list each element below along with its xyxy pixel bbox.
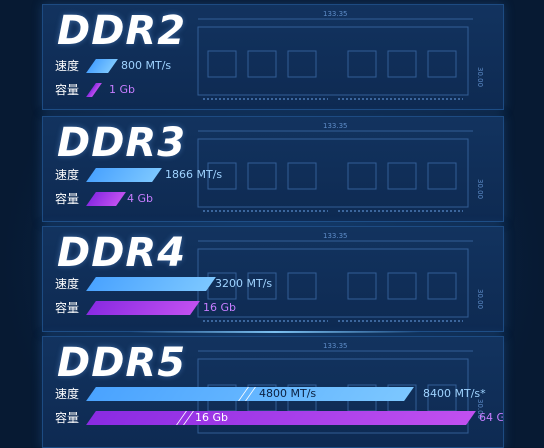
module-height-dim: 30.00: [476, 399, 484, 419]
capacity-label: 容量: [55, 411, 80, 425]
ddr4-speed-value: 3200 MT/s: [215, 277, 273, 290]
ddr4-card: 133.35 30.00 DDR4 速度 3200 MT/s 容量 16 Gb: [42, 226, 504, 332]
ddr5-card: 133.35 30.00 DDR5 速度 4800 MT/s 8400 MT/s…: [42, 336, 504, 448]
capacity-label: 容量: [55, 83, 80, 97]
module-width-dim: 133.35: [323, 342, 348, 350]
memory-module-outline: 133.35 30.00: [197, 122, 484, 212]
memory-module-outline: 133.35 30.00: [197, 232, 484, 322]
module-width-dim: 133.35: [323, 232, 348, 240]
speed-label: 速度: [55, 387, 80, 401]
module-width-dim: 133.35: [323, 10, 348, 18]
light-streak: [130, 331, 420, 333]
memory-module-outline: 133.35 30.00: [197, 10, 484, 100]
module-height-dim: 30.00: [476, 179, 484, 199]
ddr3-speed-bar: [86, 168, 162, 182]
ddr3-card: 133.35 30.00 DDR3 速度 1866 MT/s 容量 4 Gb: [42, 116, 504, 222]
capacity-label: 容量: [55, 301, 80, 315]
ddr4-speed-bar: [86, 277, 216, 291]
speed-label: 速度: [55, 59, 80, 73]
ddr3-speed-value: 1866 MT/s: [165, 168, 223, 181]
ddr5-speed-value: 4800 MT/s: [259, 387, 317, 400]
ddr2-title: DDR2: [57, 8, 187, 54]
ddr2-card: 133.35 30.00 DDR2 速度 800 MT/s 容量 1 Gb: [42, 4, 504, 110]
ddr4-title: DDR4: [57, 230, 187, 276]
ddr3-title: DDR3: [57, 120, 187, 166]
speed-label: 速度: [55, 168, 80, 182]
speed-label: 速度: [55, 277, 80, 291]
ddr2-capacity-value: 1 Gb: [109, 83, 136, 96]
module-width-dim: 133.35: [323, 122, 348, 130]
module-height-dim: 30.00: [476, 67, 484, 87]
ddr5-title: DDR5: [57, 340, 187, 386]
ddr5-capacity-bar: [86, 411, 476, 425]
ddr5-capacity-value: 16 Gb: [195, 411, 228, 424]
ddr4-capacity-value: 16 Gb: [203, 301, 236, 314]
ddr2-speed-value: 800 MT/s: [121, 59, 172, 72]
module-height-dim: 30.00: [476, 289, 484, 309]
capacity-label: 容量: [55, 192, 80, 206]
ddr3-capacity-value: 4 Gb: [127, 192, 154, 205]
ddr5-speed-max-value: 8400 MT/s*: [423, 387, 486, 400]
ddr5-capacity-max-value: 64 Gb*: [479, 411, 503, 424]
ddr4-capacity-bar: [86, 301, 200, 315]
